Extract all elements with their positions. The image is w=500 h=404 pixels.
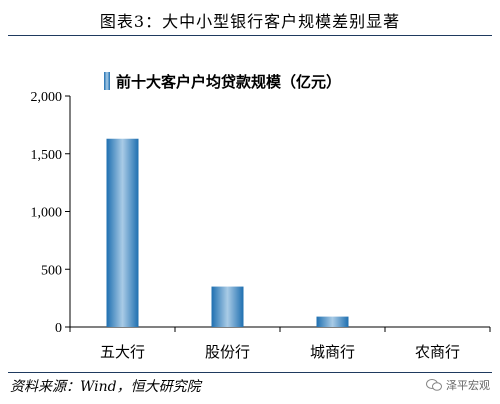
bar — [316, 316, 349, 327]
title-rule — [8, 35, 492, 36]
x-axis: 五大行 股份行 城商行 农商行 — [69, 326, 491, 361]
bar — [106, 138, 139, 327]
bar-chart: 前十大客户户均贷款规模（亿元） 0 500 1,000 1,500 2,000 五大行 股… — [31, 72, 491, 361]
source-note: 资料来源：Wind，恒大研究院 — [10, 379, 201, 395]
y-tick-label: 1,000 — [31, 206, 63, 221]
y-tick-label: 2,000 — [31, 90, 63, 105]
y-tick-label: 0 — [55, 321, 62, 336]
x-tick-label: 城商行 — [310, 343, 355, 361]
chat-bubble-icon — [426, 379, 442, 391]
x-tick-label: 农商行 — [415, 343, 460, 361]
legend-swatch — [104, 72, 110, 90]
y-axis: 0 500 1,000 1,500 2,000 — [31, 90, 71, 336]
figure-title: 图表3：大中小型银行客户规模差别显著 — [99, 12, 401, 31]
bar — [211, 286, 244, 327]
source-rule — [8, 372, 492, 373]
watermark-text: 泽平宏观 — [446, 379, 490, 392]
legend-label: 前十大客户户均贷款规模（亿元） — [116, 73, 341, 91]
chart-legend: 前十大客户户均贷款规模（亿元） — [104, 72, 341, 91]
y-tick-label: 500 — [41, 263, 62, 278]
x-tick-label: 股份行 — [205, 343, 250, 361]
y-tick-label: 1,500 — [31, 148, 63, 163]
watermark: 泽平宏观 — [426, 377, 490, 393]
bars — [106, 138, 349, 327]
x-tick-label: 五大行 — [100, 343, 145, 361]
